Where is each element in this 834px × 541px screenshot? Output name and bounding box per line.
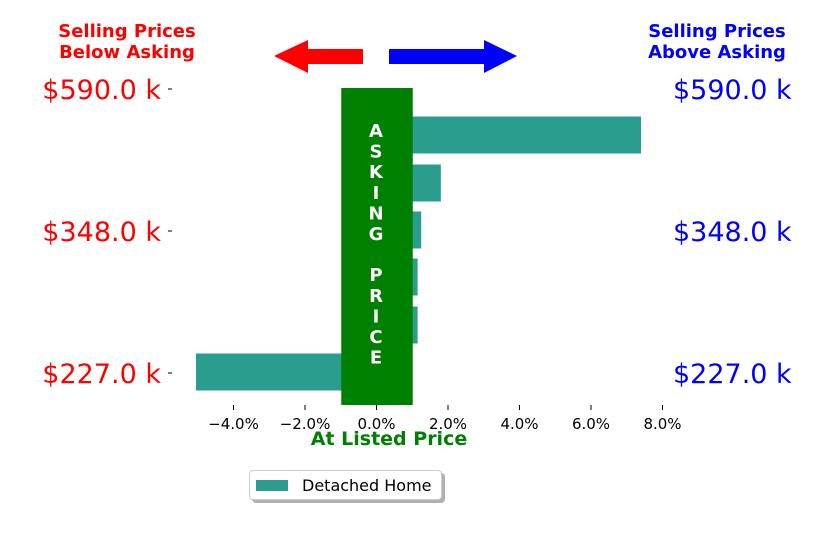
asking-price-letter: C (369, 327, 382, 348)
asking-price-letter: A (369, 121, 383, 142)
below-asking-header: Selling Prices Below Asking (44, 21, 210, 63)
x-tick-label: 4.0% (500, 415, 538, 433)
y-right-label: $227.0 k (673, 359, 792, 390)
legend: Detached Home (249, 470, 442, 500)
above-asking-header: Selling Prices Above Asking (634, 21, 800, 63)
above-asking-header-line1: Selling Prices (648, 21, 786, 42)
y-left-label: $348.0 k (42, 217, 161, 248)
x-axis-label: At Listed Price (311, 428, 467, 450)
asking-price-letter: K (369, 162, 384, 183)
x-tick-label: 0.0% (357, 415, 395, 433)
asking-price-letter: E (370, 348, 382, 369)
x-tick-label: 8.0% (643, 415, 681, 433)
legend-label: Detached Home (302, 476, 432, 495)
y-left-label: $227.0 k (42, 359, 161, 390)
asking-price-letter: N (368, 203, 383, 224)
above-asking-header-line2: Above Asking (648, 42, 786, 63)
y-right-label: $348.0 k (673, 217, 792, 248)
below-asking-header-line1: Selling Prices (58, 21, 196, 42)
asking-price-letter: I (373, 306, 380, 327)
x-tick-label: −4.0% (208, 415, 259, 433)
bar (376, 116, 642, 154)
x-tick-label: 6.0% (572, 415, 610, 433)
right-arrow-icon (389, 40, 517, 73)
asking-price-letter: P (369, 265, 382, 286)
legend-swatch (256, 480, 288, 491)
x-tick-label: −2.0% (280, 415, 331, 433)
y-left-label: $590.0 k (42, 75, 161, 106)
x-tick-label: 2.0% (429, 415, 467, 433)
left-arrow-icon (274, 40, 363, 73)
asking-price-band (341, 88, 413, 405)
asking-price-letter: S (370, 142, 383, 163)
asking-price-letter: G (369, 224, 384, 245)
asking-price-letter: R (369, 286, 383, 307)
y-right-label: $590.0 k (673, 75, 792, 106)
below-asking-header-line2: Below Asking (59, 42, 195, 63)
asking-price-letter: I (373, 183, 380, 204)
